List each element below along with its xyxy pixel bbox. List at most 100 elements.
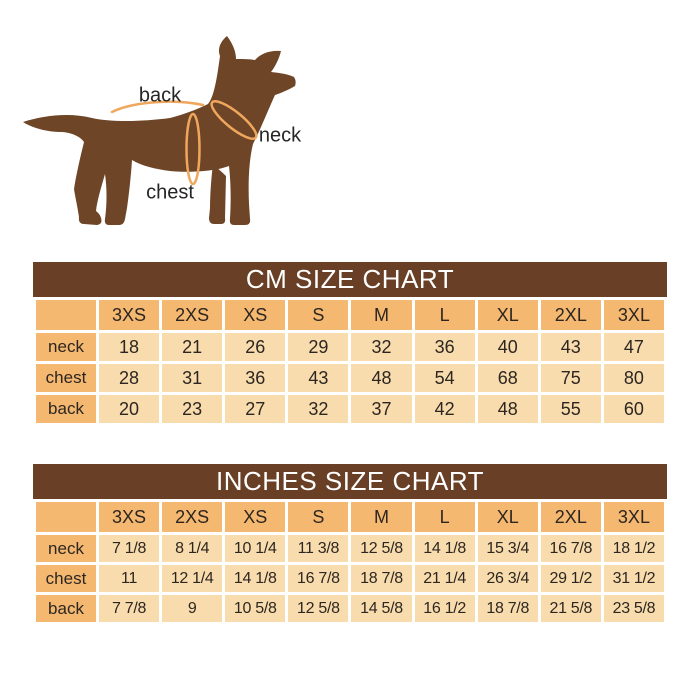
size-value-cell: 12 5/8 [285, 592, 352, 625]
size-value-cell: 11 3/8 [285, 532, 352, 565]
size-value-cell: 12 1/4 [159, 562, 226, 595]
size-value-cell: 21 5/8 [537, 592, 604, 625]
size-value-cell: 16 7/8 [537, 532, 604, 565]
table-row: back 7 7/8 9 10 5/8 12 5/8 14 5/8 16 1/2 18 7/8… [33, 592, 668, 625]
size-column-header: 3XL [600, 499, 668, 535]
size-column-header: L [411, 499, 478, 535]
size-column-header: M [348, 499, 415, 535]
cm-size-chart: CM SIZE CHART 3XS 2XS XS S M L XL 2XL 3XL neck 18… [33, 262, 668, 426]
size-value-cell: 75 [537, 361, 604, 395]
size-value-cell: 11 [95, 562, 163, 595]
size-value-cell: 31 1/2 [600, 562, 668, 595]
size-header-row: 3XS 2XS XS S M L XL 2XL 3XL [33, 297, 668, 333]
size-column-header: 3XS [95, 297, 163, 333]
size-value-cell: 80 [600, 361, 668, 395]
row-label: back [33, 592, 99, 625]
size-value-cell: 23 [159, 392, 226, 426]
size-column-header: L [411, 297, 478, 333]
size-column-header: S [285, 499, 352, 535]
size-value-cell: 43 [285, 361, 352, 395]
size-value-cell: 16 1/2 [411, 592, 478, 625]
size-value-cell: 48 [474, 392, 541, 426]
table-row: chest 11 12 1/4 14 1/8 16 7/8 18 7/8 21 1/4 26 … [33, 562, 668, 595]
dog-silhouette-illustration [23, 36, 296, 225]
dog-far-front-leg [209, 164, 226, 224]
size-value-cell: 54 [411, 361, 478, 395]
chest-measure-label: chest [146, 181, 194, 204]
size-value-cell: 42 [411, 392, 478, 426]
size-value-cell: 48 [348, 361, 415, 395]
inches-size-chart: INCHES SIZE CHART 3XS 2XS XS S M L XL 2XL 3XL ne… [33, 464, 668, 625]
size-value-cell: 21 1/4 [411, 562, 478, 595]
size-value-cell: 14 5/8 [348, 592, 415, 625]
table-row: back 20 23 27 32 37 42 48 55 60 [33, 392, 668, 426]
size-value-cell: 32 [348, 330, 415, 364]
table-row: neck 7 1/8 8 1/4 10 1/4 11 3/8 12 5/8 14 1/8 15… [33, 532, 668, 565]
neck-measure-label: neck [258, 124, 302, 147]
size-value-cell: 14 1/8 [411, 532, 478, 565]
size-value-cell: 23 5/8 [600, 592, 668, 625]
size-value-cell: 55 [537, 392, 604, 426]
cm-chart-title: CM SIZE CHART [33, 262, 667, 297]
row-label: chest [33, 361, 99, 395]
size-value-cell: 32 [285, 392, 352, 426]
size-value-cell: 26 3/4 [474, 562, 541, 595]
size-value-cell: 18 7/8 [474, 592, 541, 625]
size-value-cell: 60 [600, 392, 668, 426]
size-column-header: 2XL [537, 499, 604, 535]
size-column-header: 3XS [95, 499, 163, 535]
size-value-cell: 27 [222, 392, 289, 426]
size-value-cell: 14 1/8 [222, 562, 289, 595]
size-value-cell: 43 [537, 330, 604, 364]
size-value-cell: 36 [411, 330, 478, 364]
neck-measure-ellipse [210, 100, 258, 140]
size-column-header: M [348, 297, 415, 333]
inches-size-table: 3XS 2XS XS S M L XL 2XL 3XL neck 7 1/8 8 1/4 10 1/4… [33, 499, 668, 625]
back-measure-arc [110, 100, 205, 114]
size-column-header: 2XS [159, 499, 226, 535]
size-value-cell: 7 1/8 [95, 532, 163, 565]
dog-measurement-diagram: back neck chest [20, 8, 340, 253]
size-value-cell: 18 [95, 330, 163, 364]
dog-silhouette [23, 36, 296, 225]
size-header-row: 3XS 2XS XS S M L XL 2XL 3XL [33, 499, 668, 535]
size-column-header: S [285, 297, 352, 333]
size-column-header: XS [222, 499, 289, 535]
size-value-cell: 29 1/2 [537, 562, 604, 595]
size-value-cell: 31 [159, 361, 226, 395]
size-value-cell: 40 [474, 330, 541, 364]
back-measure-label: back [138, 84, 182, 107]
size-value-cell: 29 [285, 330, 352, 364]
size-value-cell: 8 1/4 [159, 532, 226, 565]
corner-cell [33, 499, 99, 535]
size-value-cell: 18 7/8 [348, 562, 415, 595]
table-row: neck 18 21 26 29 32 36 40 43 47 [33, 330, 668, 364]
size-value-cell: 9 [159, 592, 226, 625]
inches-chart-title: INCHES SIZE CHART [33, 464, 667, 499]
size-value-cell: 21 [159, 330, 226, 364]
size-column-header: 2XL [537, 297, 604, 333]
size-column-header: 2XS [159, 297, 226, 333]
size-value-cell: 10 1/4 [222, 532, 289, 565]
chest-measure-ellipse [185, 112, 201, 186]
size-column-header: XS [222, 297, 289, 333]
size-value-cell: 47 [600, 330, 668, 364]
table-row: chest 28 31 36 43 48 54 68 75 80 [33, 361, 668, 395]
size-column-header: XL [474, 297, 541, 333]
size-value-cell: 10 5/8 [222, 592, 289, 625]
corner-cell [33, 297, 99, 333]
size-column-header: XL [474, 499, 541, 535]
cm-size-table: 3XS 2XS XS S M L XL 2XL 3XL neck 18 21 26 29 32 36 40 43… [33, 297, 668, 426]
size-value-cell: 12 5/8 [348, 532, 415, 565]
size-value-cell: 36 [222, 361, 289, 395]
size-column-header: 3XL [600, 297, 668, 333]
row-label: chest [33, 562, 99, 595]
row-label: back [33, 392, 99, 426]
size-value-cell: 20 [95, 392, 163, 426]
size-value-cell: 26 [222, 330, 289, 364]
size-value-cell: 68 [474, 361, 541, 395]
size-value-cell: 15 3/4 [474, 532, 541, 565]
row-label: neck [33, 330, 99, 364]
size-value-cell: 18 1/2 [600, 532, 668, 565]
